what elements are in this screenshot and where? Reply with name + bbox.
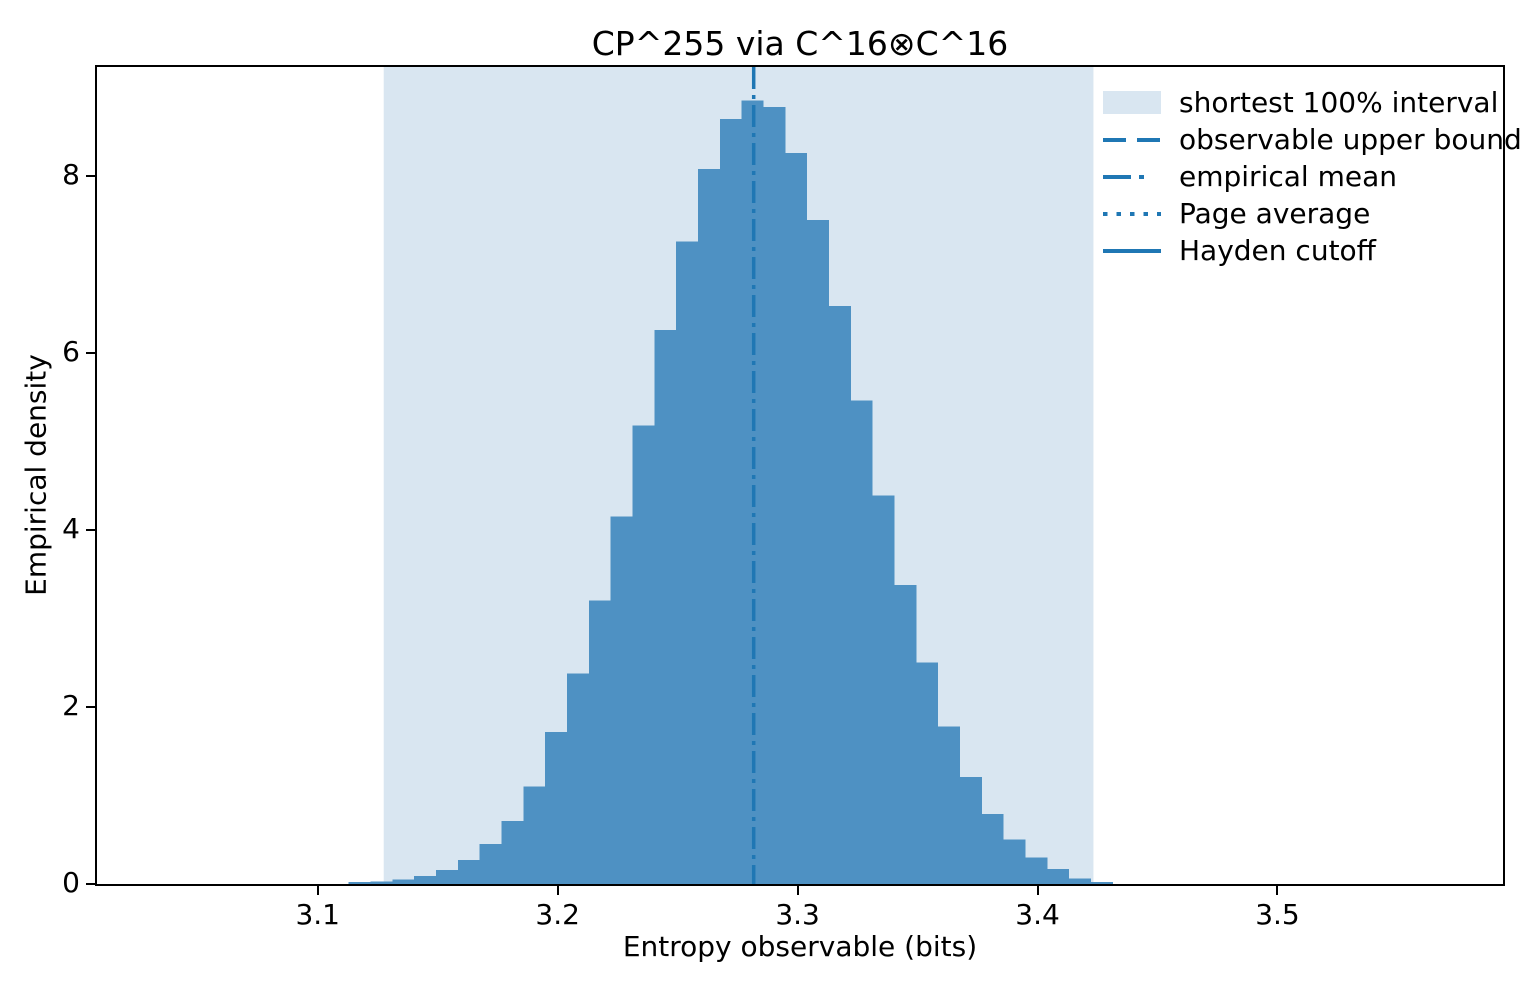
histogram-bar <box>436 869 458 884</box>
histogram-bar <box>632 425 655 884</box>
x-tick-label: 3.2 <box>535 898 580 931</box>
plot-canvas <box>348 67 1113 884</box>
histogram-bar <box>1069 878 1092 884</box>
histogram-bar <box>872 495 895 884</box>
x-tick-label: 3.1 <box>295 898 340 931</box>
legend-item-label: Hayden cutoff <box>1179 234 1376 267</box>
y-tick-label: 6 <box>62 334 80 368</box>
x-tick-mark <box>1036 886 1039 895</box>
x-tick-label: 3.4 <box>1015 898 1060 931</box>
legend-item-label: observable upper bound <box>1179 123 1522 156</box>
x-tick-mark <box>556 886 559 895</box>
histogram-bar <box>763 106 786 884</box>
histogram-bar <box>370 881 393 884</box>
y-axis-label: Empirical density <box>19 354 53 596</box>
chart-title: CP^255 via C^16⊗C^16 <box>591 24 1009 63</box>
histogram-bar <box>414 876 437 884</box>
histogram-bar <box>698 168 720 884</box>
histogram-bar <box>676 241 699 884</box>
x-tick-label: 3.5 <box>1255 898 1300 931</box>
histogram-bar <box>654 329 677 884</box>
dashed-line-icon <box>1103 137 1161 143</box>
histogram-bar <box>1025 857 1048 884</box>
x-tick-mark <box>796 886 799 895</box>
y-tick-mark <box>86 174 95 177</box>
legend-item-shortest-interval: shortest 100% interval <box>1103 84 1522 121</box>
x-tick-mark <box>316 886 319 895</box>
y-tick-mark <box>86 705 95 708</box>
legend-item-empirical-mean: empirical mean <box>1103 158 1522 195</box>
histogram-bar <box>938 726 961 884</box>
histogram-bar <box>1091 882 1113 884</box>
y-tick-mark <box>86 351 95 354</box>
dashdot-line-icon <box>1103 174 1161 180</box>
histogram-bar <box>807 220 830 884</box>
histogram-bar <box>916 662 939 884</box>
histogram-bar <box>457 860 480 884</box>
histogram-bar <box>829 305 851 884</box>
legend-item-observable-upper-bound: observable upper bound <box>1103 121 1522 158</box>
histogram-bar <box>1047 868 1070 884</box>
x-tick-mark <box>1276 886 1279 895</box>
histogram-bar <box>785 152 808 884</box>
solid-line-icon <box>1103 248 1161 254</box>
legend-item-hayden-cutoff: Hayden cutoff <box>1103 232 1522 269</box>
histogram-bar <box>981 814 1004 884</box>
axes-area <box>95 65 1505 886</box>
histogram-bar <box>588 600 611 884</box>
histogram-bar <box>850 400 873 884</box>
y-tick-mark <box>86 528 95 531</box>
y-tick-label: 2 <box>62 688 80 722</box>
y-tick-label: 4 <box>62 511 80 545</box>
histogram-bar <box>567 673 589 884</box>
dotted-line-icon <box>1103 211 1161 217</box>
histogram-bar <box>610 516 633 884</box>
legend: shortest 100% interval observable upper … <box>1103 84 1522 269</box>
shaded-band-swatch-icon <box>1103 91 1161 114</box>
legend-item-label: shortest 100% interval <box>1179 86 1499 119</box>
histogram-bar <box>719 119 742 884</box>
histogram-bar <box>960 776 982 884</box>
histogram-bar <box>523 786 546 884</box>
histogram-bar <box>392 879 415 884</box>
histogram-bar <box>501 821 524 884</box>
histogram-bar <box>894 584 917 884</box>
legend-item-page-average: Page average <box>1103 195 1522 232</box>
histogram-bar <box>479 844 502 884</box>
legend-item-label: Page average <box>1179 197 1371 230</box>
x-tick-label: 3.3 <box>775 898 820 931</box>
histogram-bar <box>348 882 371 884</box>
y-tick-mark <box>86 883 95 885</box>
histogram-bar <box>1003 839 1026 884</box>
x-axis-label: Entropy observable (bits) <box>622 930 978 963</box>
y-tick-label: 8 <box>62 157 80 191</box>
legend-item-label: empirical mean <box>1179 160 1397 193</box>
histogram-bar <box>545 731 568 884</box>
y-tick-label: 0 <box>62 865 80 899</box>
